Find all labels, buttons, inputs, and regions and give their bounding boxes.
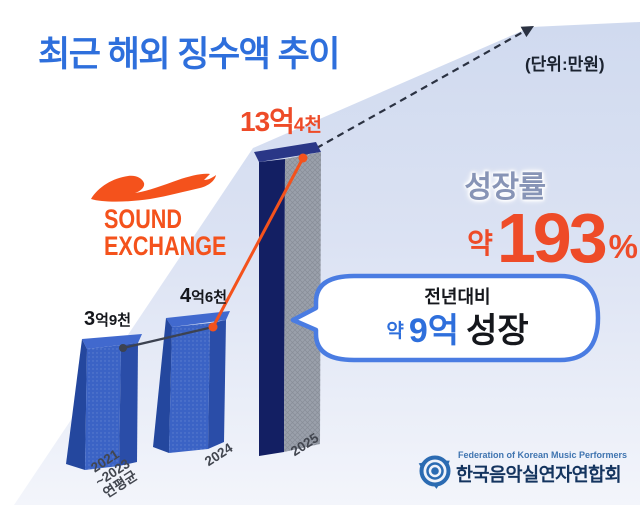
- soundexchange-name-line1: SOUND: [104, 204, 183, 234]
- bubble-title: 전년대비: [424, 287, 491, 307]
- soundexchange-logo: SOUND EXCHANGE: [88, 170, 228, 260]
- trend-arrow: [305, 26, 534, 155]
- growth-heading: 성장률: [464, 171, 546, 204]
- bubble-prefix: 약: [386, 321, 404, 342]
- bubble-suffix: 성장: [466, 311, 529, 350]
- value-label-2021-2023: 3억9천: [84, 308, 132, 330]
- bar-2021-2023: [66, 334, 142, 470]
- speech-bubble: [290, 273, 601, 363]
- value-label-2025: 13억4천: [240, 106, 322, 137]
- org-name-english: Federation of Korean Music Performers: [458, 450, 628, 460]
- org-name-korean: 한국음악실연자연합회: [456, 464, 622, 485]
- unit-label: (단위:만원): [525, 55, 605, 74]
- data-point-2021-2023: [119, 344, 127, 352]
- soundexchange-name-line2: EXCHANGE: [104, 231, 227, 261]
- page-title: 최근 해외 징수액 추이: [38, 35, 340, 74]
- growth-prefix: 약: [467, 228, 493, 259]
- value-label-2024: 4억6천: [180, 285, 228, 307]
- growth-number: 193: [496, 199, 608, 278]
- soundexchange-swoosh-icon: [91, 173, 216, 202]
- data-point-2025: [298, 153, 308, 163]
- org-emblem-icon: [418, 455, 451, 489]
- org-logo: [416, 452, 454, 490]
- data-point-2024: [208, 322, 218, 332]
- bar-2024: [153, 311, 230, 453]
- bar-2025: [254, 142, 321, 456]
- growth-percent-sign: %: [608, 228, 638, 265]
- growth-value: 약 193 %: [360, 199, 640, 278]
- bubble-value: 약 9억 성장: [330, 305, 585, 350]
- bubble-amount: 9억: [408, 311, 460, 350]
- connector-lines: [119, 153, 308, 352]
